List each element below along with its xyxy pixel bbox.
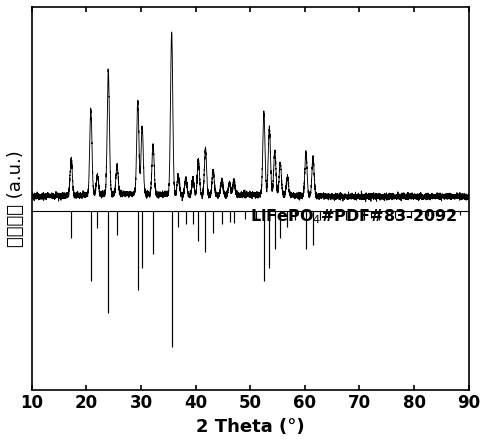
- Text: LiFePO$_4$#PDF#83-2092: LiFePO$_4$#PDF#83-2092: [250, 207, 458, 226]
- X-axis label: 2 Theta (°): 2 Theta (°): [196, 418, 305, 436]
- Y-axis label: 衍射强度 (a.u.): 衍射强度 (a.u.): [7, 150, 25, 247]
